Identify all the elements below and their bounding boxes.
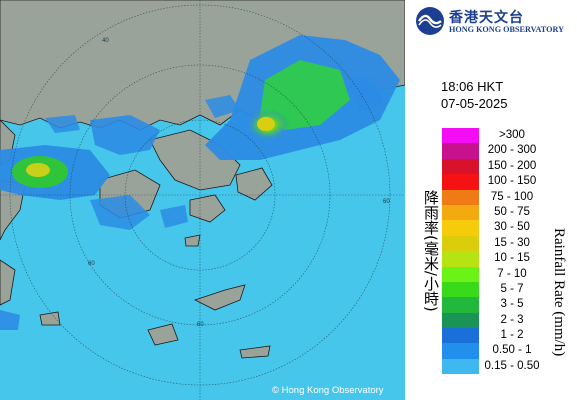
legend-swatch [442, 251, 479, 267]
ring-label: 60 [88, 261, 95, 267]
ring-label: 60 [383, 199, 390, 205]
legend-range-label: 3 - 5 [500, 298, 524, 311]
range-rings [0, 0, 405, 400]
legend-swatch [442, 328, 479, 344]
legend-title-cn: 降雨率(毫米/小時) [422, 190, 440, 312]
legend-range-label: 75 - 100 [490, 190, 534, 203]
rain-echoes [0, 35, 400, 330]
ring-label: 40 [102, 38, 109, 44]
legend-swatch [442, 158, 479, 175]
legend-range-label: 200 - 300 [487, 144, 537, 157]
hko-logo-icon [416, 7, 444, 35]
radar-time: 18:06 HKT [441, 79, 504, 94]
legend-swatch [442, 312, 479, 329]
legend-swatch [442, 220, 479, 236]
legend-title-en: Rainfall Rate (mm/h) [551, 228, 567, 357]
radar-map: 40 60 60 60 © Hong Kong Observatory [0, 0, 405, 400]
copyright-text: © Hong Kong Observatory [272, 385, 384, 396]
radar-image: 40 60 60 60 [0, 0, 405, 400]
legend-range-label: >300 [499, 129, 525, 141]
legend-range-label: 5 - 7 [500, 282, 524, 295]
legend-range-label: 100 - 150 [487, 175, 537, 188]
legend-swatch [442, 281, 479, 298]
radar-date: 07-05-2025 [441, 96, 508, 111]
side-panel: 香港天文台 HONG KONG OBSERVATORY 18:06 HKT 07… [405, 0, 577, 400]
legend-range-label: 0.15 - 0.50 [484, 359, 540, 372]
legend-swatch [442, 235, 479, 252]
ring-label: 60 [197, 322, 204, 328]
legend-swatch [442, 266, 479, 282]
legend-swatch [442, 143, 479, 159]
legend-range-label: 1 - 2 [500, 329, 524, 342]
legend-swatch [442, 343, 479, 359]
legend-swatch [442, 189, 479, 205]
legend-swatch [442, 297, 479, 313]
legend-swatch [442, 128, 479, 144]
org-name-en: HONG KONG OBSERVATORY [449, 25, 564, 34]
legend-range-label: 2 - 3 [500, 313, 524, 326]
legend-range-label: 10 - 15 [494, 252, 530, 265]
legend-swatch [442, 204, 479, 221]
legend-swatch [442, 174, 479, 190]
hko-logo[interactable]: 香港天文台 HONG KONG OBSERVATORY [415, 6, 575, 38]
legend-range-label: 15 - 30 [494, 236, 530, 249]
org-name-cn: 香港天文台 [449, 10, 524, 26]
legend-range-label: 150 - 200 [487, 159, 537, 172]
legend-swatch [442, 358, 479, 375]
legend-range-label: 7 - 10 [497, 267, 527, 280]
legend-range-label: 0.50 - 1 [492, 344, 532, 357]
legend-range-label: 50 - 75 [494, 205, 530, 218]
legend-range-label: 30 - 50 [494, 221, 530, 234]
